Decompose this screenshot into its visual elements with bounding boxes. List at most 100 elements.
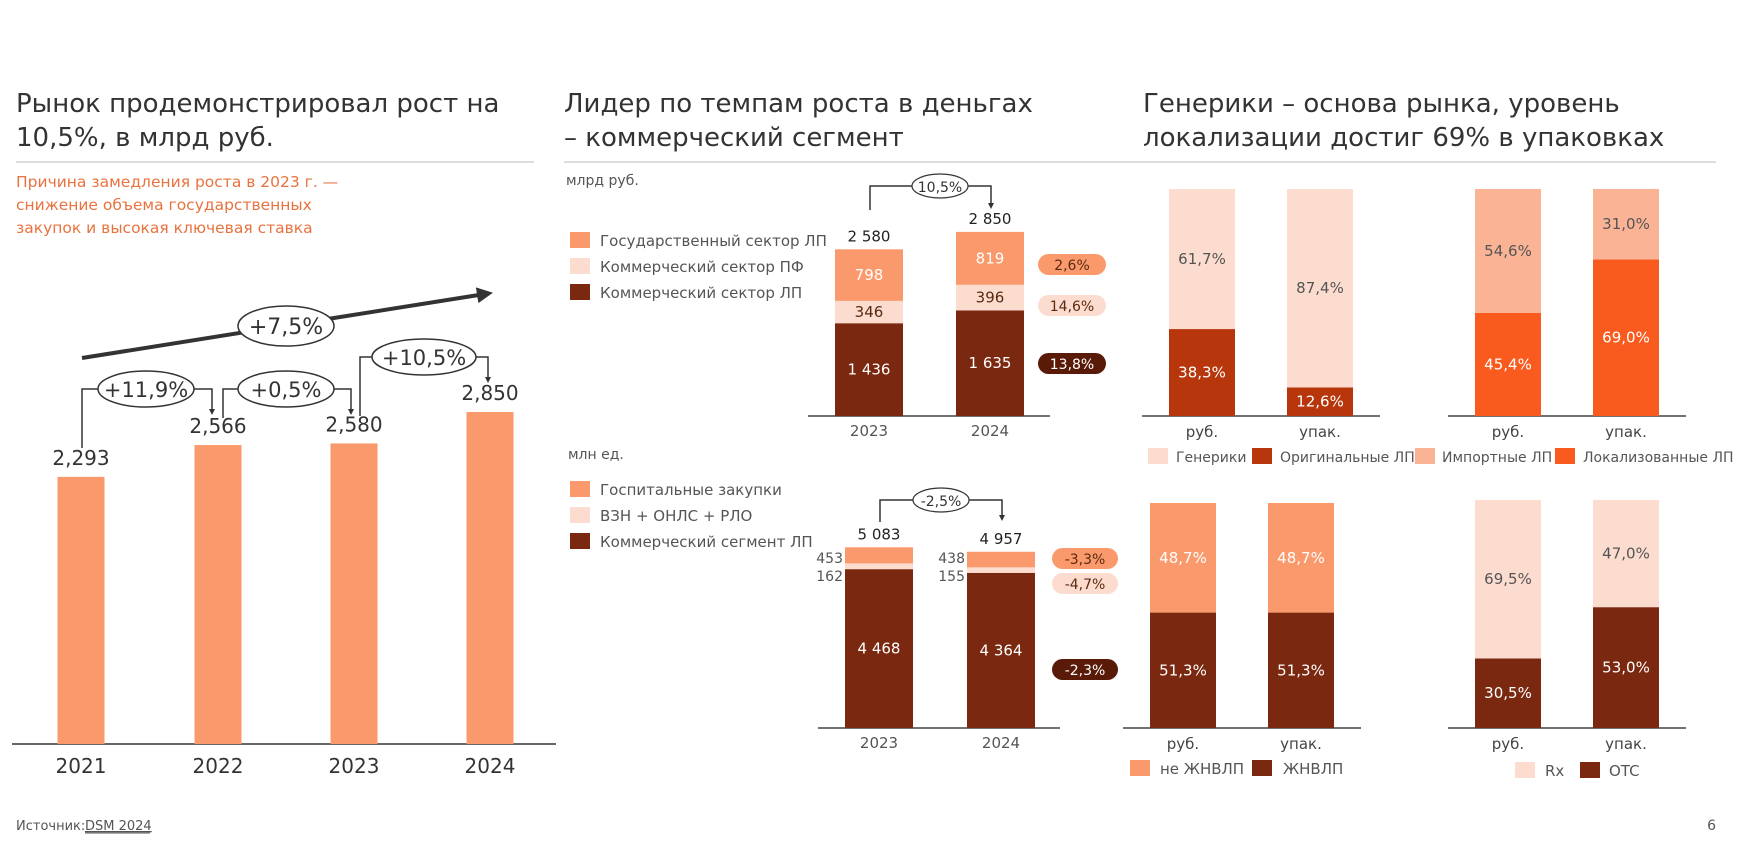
legend-label-generics: Генерики [1176,450,1246,466]
segment-label: 819 [976,249,1005,267]
segment-руб.-1 [1475,500,1541,659]
bar-2022 [194,445,242,744]
legend-label-gov: Государственный сектор ЛП [600,232,827,250]
bar-value-label: 2,580 [325,412,382,436]
generics-chart: 38,3% 61,7% руб. 12,6% 87,4% упак. [1142,189,1380,441]
legend-label-hosp: Госпитальные закупки [600,481,782,499]
page-number: 6 [1707,818,1716,834]
segment-label: 87,4% [1296,279,1344,297]
x-tick-label: упак. [1280,735,1322,753]
segment-упак.-1 [1287,189,1353,388]
segment-label: 54,6% [1484,242,1532,260]
segment-2024-1 [967,567,1035,573]
legend-swatch-pf [570,258,590,274]
segment-упак.-0 [1287,387,1353,416]
segment-label: 30,5% [1484,684,1532,702]
bottom-growth-label: -2,5% [921,494,962,510]
segment-2023-0 [845,569,913,728]
panel2-bottom-chart: 4 468 162 453 5 083 2023 4 364 155 438 4 957 2024 [816,525,1060,752]
segment-2023-1 [845,563,913,570]
badge-commseg [1052,659,1118,680]
legend-label-rx: Rx [1545,762,1564,780]
x-tick-label: 2024 [465,754,516,778]
segment-label: 1 436 [848,361,891,379]
badge-comm-label: 13,8% [1050,357,1094,373]
panel2-bottom-legend: Госпитальные закупки ВЗН + ОНЛС + РЛО Ко… [570,481,813,551]
segment-упак.-0 [1593,259,1659,416]
growth-bubble-2 [237,370,335,408]
badge-hosp [1052,548,1118,569]
legend-swatch-commseg [570,533,590,549]
panel2-top-growth: 10,5% 2,6% 14,6% 13,8% [869,173,1106,374]
panel3-title-line1: Генерики – основа рынка, уровень [1143,89,1620,119]
x-tick-label: упак. [1299,423,1341,441]
x-tick-label: 2023 [329,754,380,778]
legend-label-zhnvlp: ЖНВЛП [1283,760,1343,778]
badge-comm [1038,353,1106,374]
segment-label: 4 364 [980,641,1023,659]
x-tick-label: 2024 [982,734,1020,752]
segment-label: 38,3% [1178,364,1226,382]
segment-руб.-1 [1150,503,1216,613]
source-link[interactable]: DSM 2024 [85,819,152,834]
panel2-top-legend: Государственный сектор ЛП Коммерческий с… [570,232,827,302]
segment-2024-1 [956,284,1024,311]
x-tick-label: упак. [1605,735,1647,753]
growth-label-3: +10,5% [382,346,466,370]
total-label: 4 957 [980,530,1023,548]
panel1-note-line3: закупок и высокая ключевая ставка [16,219,313,237]
segment-упак.-0 [1593,607,1659,728]
segment-упак.-1 [1268,503,1334,613]
panel1-note-line2: снижение объема государственных [16,196,312,214]
legend-localization: Импортные ЛП Локализованные ЛП [1415,448,1734,466]
panel2-bottom-growth: -2,5% -3,3% -4,7% -2,3% [879,487,1118,680]
legend-label-commseg: Коммерческий сегмент ЛП [600,533,813,551]
segment-label: 47,0% [1602,545,1650,563]
legend-label-not-zhnvlp: не ЖНВЛП [1160,760,1244,778]
bar-2024 [466,411,514,744]
segment-label: 12,6% [1296,393,1344,411]
legend-swatch-not-zhnvlp [1130,760,1150,776]
legend-label-pf: Коммерческий сектор ПФ [600,258,804,276]
bar-2023 [330,443,378,744]
panel1-bar-chart: 2,293 2021 2,566 2022 2,580 2023 2,850 2024 [12,381,556,778]
legend-swatch-generics [1148,448,1168,464]
x-tick-label: руб. [1186,423,1218,441]
x-tick-label: упак. [1605,423,1647,441]
segment-2023-2 [835,249,903,301]
segment-label: 1 635 [969,354,1012,372]
legend-swatch-zhnvlp [1252,760,1272,776]
segment-руб.-0 [1150,612,1216,728]
segment-руб.-1 [1169,189,1235,330]
badge-vzn [1052,573,1118,594]
x-tick-label: руб. [1167,735,1199,753]
overall-growth-label: +7,5% [249,315,323,340]
total-label: 2 850 [969,210,1012,228]
segment-label: 48,7% [1159,549,1207,567]
x-tick-label: 2022 [193,754,244,778]
segment-руб.-0 [1475,312,1541,416]
growth-label-1: +11,9% [104,378,188,402]
panel1-growth-annotations: +7,5% +11,9% +0,5% +10,5% [81,287,493,448]
panel2-top-unit: млрд руб. [566,173,639,189]
segment-label-outside: 162 [816,569,843,585]
localization-chart: 45,4% 54,6% руб. 69,0% 31,0% упак. [1448,189,1686,441]
panel1-title-line1: Рынок продемонстрировал рост на [16,89,499,119]
legend-zhnvlp: не ЖНВЛП ЖНВЛП [1130,760,1343,778]
legend-label-otc: OTC [1609,762,1640,780]
panel2-bottom-unit: млн ед. [568,447,624,463]
panel1-title-line2: 10,5%, в млрд руб. [16,123,274,153]
segment-label: 31,0% [1602,215,1650,233]
top-growth-label: 10,5% [918,180,962,196]
legend-label-import: Импортные ЛП [1442,450,1552,466]
legend-swatch-otc [1580,762,1600,778]
segment-label: 53,0% [1602,659,1650,677]
segment-руб.-0 [1169,329,1235,416]
badge-commseg-label: -2,3% [1065,663,1106,679]
top-growth-bubble [911,173,969,199]
segment-label-outside: 155 [938,569,965,585]
segment-label: 51,3% [1159,661,1207,679]
panel1-note-line1: Причина замедления роста в 2023 г. — [16,173,338,191]
segment-2023-1 [835,300,903,324]
